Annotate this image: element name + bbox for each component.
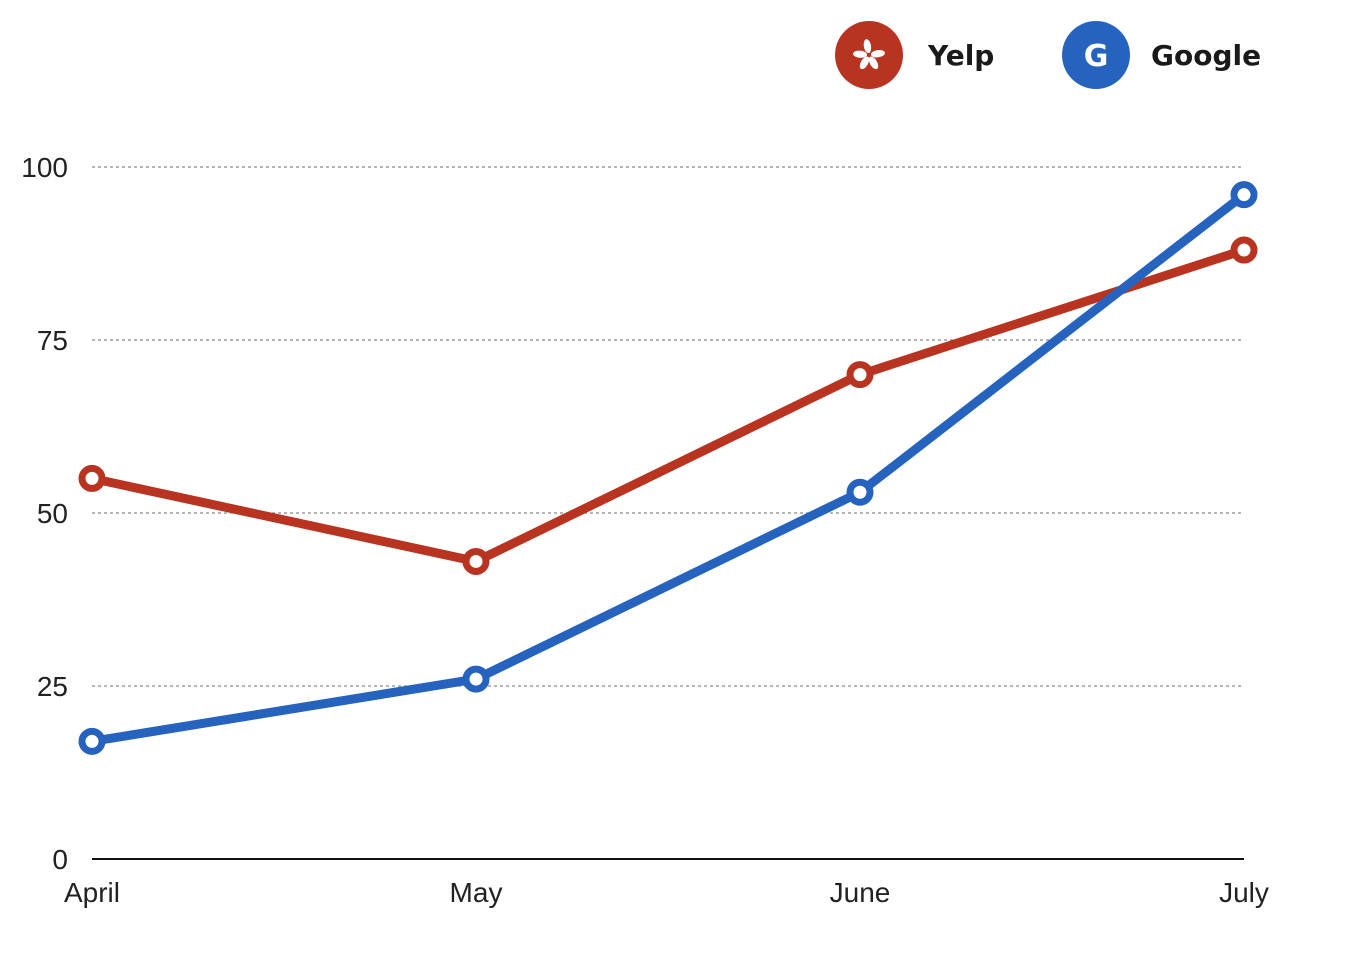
google-point-april bbox=[78, 727, 106, 755]
legend-label-yelp: Yelp bbox=[927, 39, 994, 72]
yelp-burst-icon bbox=[853, 39, 885, 70]
yelp-point-may bbox=[462, 547, 490, 575]
x-tick-label-april: April bbox=[64, 877, 120, 908]
series-lines bbox=[78, 181, 1258, 755]
legend: Yelp G Google bbox=[835, 21, 1261, 89]
google-point-june bbox=[846, 478, 874, 506]
yelp-line bbox=[87, 245, 1249, 566]
yelp-point-june bbox=[846, 361, 874, 389]
y-tick-label-75: 75 bbox=[37, 325, 68, 356]
google-badge bbox=[1062, 21, 1130, 89]
x-tick-label-july: July bbox=[1219, 877, 1269, 908]
legend-label-google: Google bbox=[1151, 39, 1261, 72]
legend-item-yelp: Yelp bbox=[835, 21, 994, 89]
legend-item-google: G Google bbox=[1062, 21, 1261, 89]
x-tick-label-may: May bbox=[450, 877, 503, 908]
x-tick-label-june: June bbox=[830, 877, 891, 908]
yelp-point-april bbox=[78, 464, 106, 492]
x-axis-tick-labels: April May June July bbox=[64, 877, 1269, 908]
y-tick-label-0: 0 bbox=[52, 844, 68, 875]
y-axis-tick-labels: 0 25 50 75 100 bbox=[21, 152, 68, 875]
google-g-icon: G bbox=[1084, 39, 1109, 74]
y-tick-label-100: 100 bbox=[21, 152, 68, 183]
gridlines bbox=[92, 166, 1244, 687]
yelp-point-july bbox=[1230, 236, 1258, 264]
y-tick-label-50: 50 bbox=[37, 498, 68, 529]
google-line bbox=[87, 190, 1249, 746]
google-point-july bbox=[1230, 181, 1258, 209]
yelp-badge bbox=[835, 21, 903, 89]
google-point-may bbox=[462, 665, 490, 693]
y-tick-label-25: 25 bbox=[37, 671, 68, 702]
